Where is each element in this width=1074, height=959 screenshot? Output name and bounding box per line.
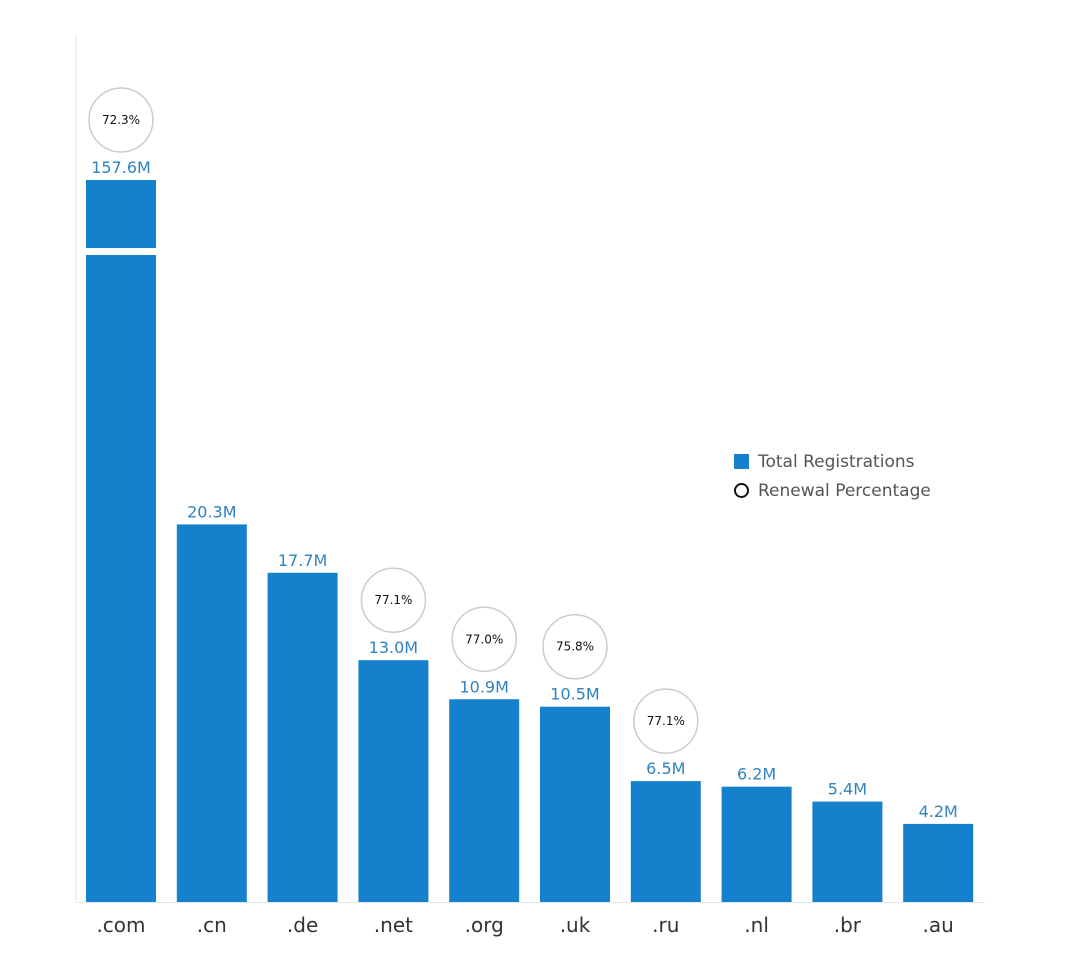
x-tick-label: .br (834, 913, 862, 937)
renewal-circle-marker (88, 87, 154, 153)
renewal-percentage-label: 77.0% (465, 632, 503, 646)
bar (358, 660, 429, 902)
bar (449, 699, 520, 902)
x-tick-label: .net (374, 913, 413, 937)
x-tick-label: .nl (744, 913, 769, 937)
bar (176, 524, 247, 902)
renewal-markers-group: 72.3% 77.1% 77.0% 75.8% 77.1% (88, 87, 699, 754)
bar-value-label: 5.4M (828, 780, 867, 799)
legend-circle-icon (734, 483, 749, 498)
x-tick-label: .com (96, 913, 145, 937)
x-tick-label: .cn (197, 913, 227, 937)
bar-value-label: 4.2M (919, 802, 958, 821)
bar (630, 781, 701, 902)
bars-group (86, 180, 974, 902)
renewal-circle-marker (542, 613, 608, 680)
bar-upper-segment (86, 180, 156, 248)
x-tick-labels-group: .com .cn .de .net .org .uk .ru .nl .br .au (96, 913, 953, 937)
legend-square-icon (734, 454, 749, 469)
bar-value-label: 10.9M (459, 677, 508, 696)
bar-value-label: 157.6M (91, 158, 151, 177)
x-tick-label: .org (465, 913, 504, 937)
legend-label: Renewal Percentage (758, 480, 931, 501)
renewal-percentage-label: 72.3% (102, 113, 140, 127)
x-tick-label: .de (287, 913, 318, 937)
renewal-percentage-label: 77.1% (374, 593, 412, 607)
legend-label: Total Registrations (758, 451, 915, 472)
x-tick-label: .au (923, 913, 954, 937)
bar-value-label: 6.5M (646, 759, 685, 778)
renewal-percentage-label: 77.1% (647, 714, 685, 728)
bar-value-label: 10.5M (550, 685, 599, 704)
bar (721, 786, 792, 902)
renewal-circle-marker (451, 606, 517, 673)
bar (267, 572, 338, 902)
legend-item-renewal-percentage: Renewal Percentage (734, 476, 931, 505)
legend-item-total-registrations: Total Registrations (734, 447, 931, 476)
x-tick-label: .uk (560, 913, 591, 937)
bar-value-label: 17.7M (278, 551, 327, 570)
bar-value-label: 13.0M (369, 638, 418, 657)
renewal-circle-marker (360, 567, 427, 633)
legend: Total Registrations Renewal Percentage (734, 447, 931, 505)
bar (540, 706, 610, 902)
bar-value-label: 20.3M (187, 502, 236, 521)
chart-axes (75, 34, 985, 903)
x-tick-label: .ru (652, 913, 679, 937)
value-labels-group: 157.6M 20.3M 17.7M 13.0M 10.9M 10.5M 6.5M 6.2M 5… (91, 158, 958, 821)
bar (903, 823, 974, 902)
bar (812, 801, 883, 902)
renewal-percentage-label: 75.8% (556, 640, 594, 654)
bar-value-label: 6.2M (737, 765, 776, 784)
renewal-circle-marker (633, 688, 699, 754)
bar (86, 255, 156, 902)
